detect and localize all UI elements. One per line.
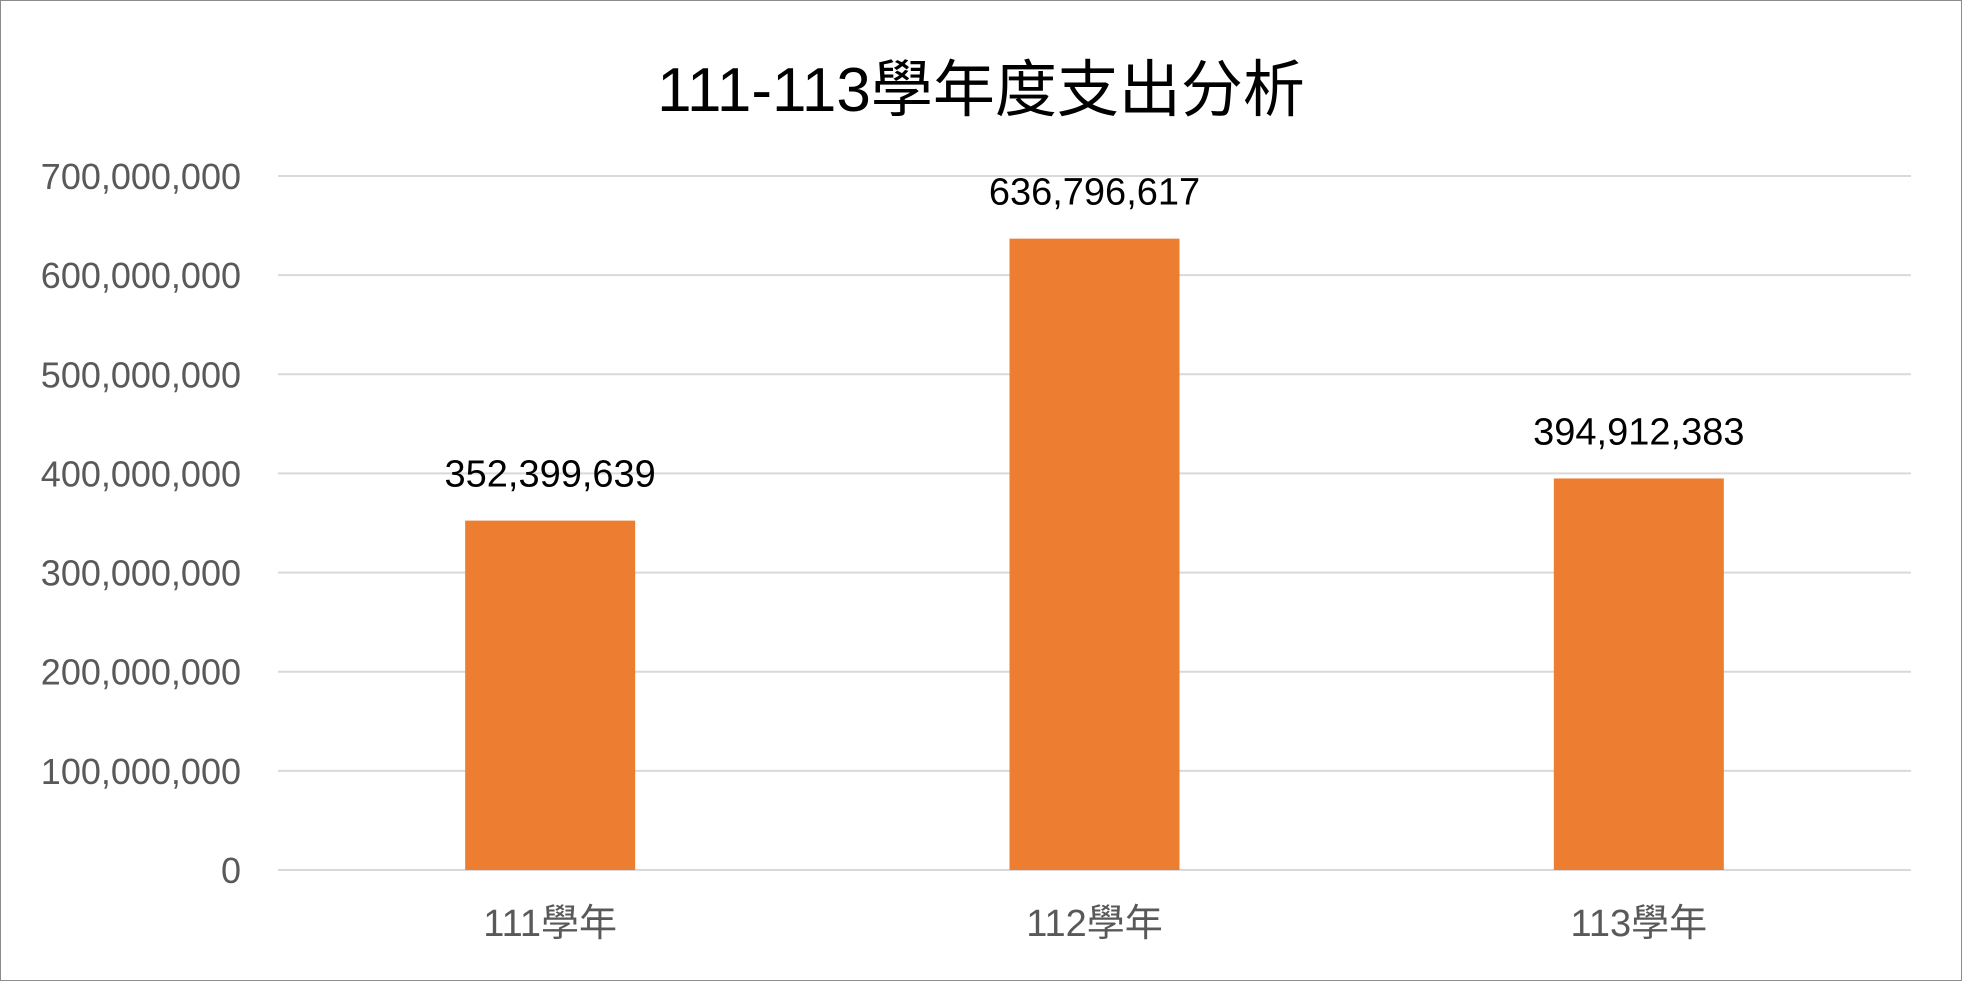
y-tick-label: 100,000,000 xyxy=(41,751,241,792)
x-category-label: 112學年 xyxy=(1026,903,1163,945)
y-tick-label: 700,000,000 xyxy=(41,156,241,197)
y-tick-label: 200,000,000 xyxy=(41,652,241,693)
y-tick-label: 0 xyxy=(221,850,241,891)
y-tick-label: 300,000,000 xyxy=(41,553,241,594)
data-label: 352,399,639 xyxy=(445,454,656,496)
y-tick-label: 500,000,000 xyxy=(41,354,241,395)
data-label: 636,796,617 xyxy=(989,172,1200,214)
bar xyxy=(465,520,636,870)
x-category-label: 111學年 xyxy=(483,903,617,945)
bar xyxy=(1553,478,1724,870)
y-tick-label: 400,000,000 xyxy=(41,453,241,494)
data-label: 394,912,383 xyxy=(1533,411,1744,453)
y-tick-label: 600,000,000 xyxy=(41,255,241,296)
x-category-label: 113學年 xyxy=(1571,903,1708,945)
bar xyxy=(1009,238,1180,871)
chart-title: 111-113學年度支出分析 xyxy=(657,56,1305,125)
